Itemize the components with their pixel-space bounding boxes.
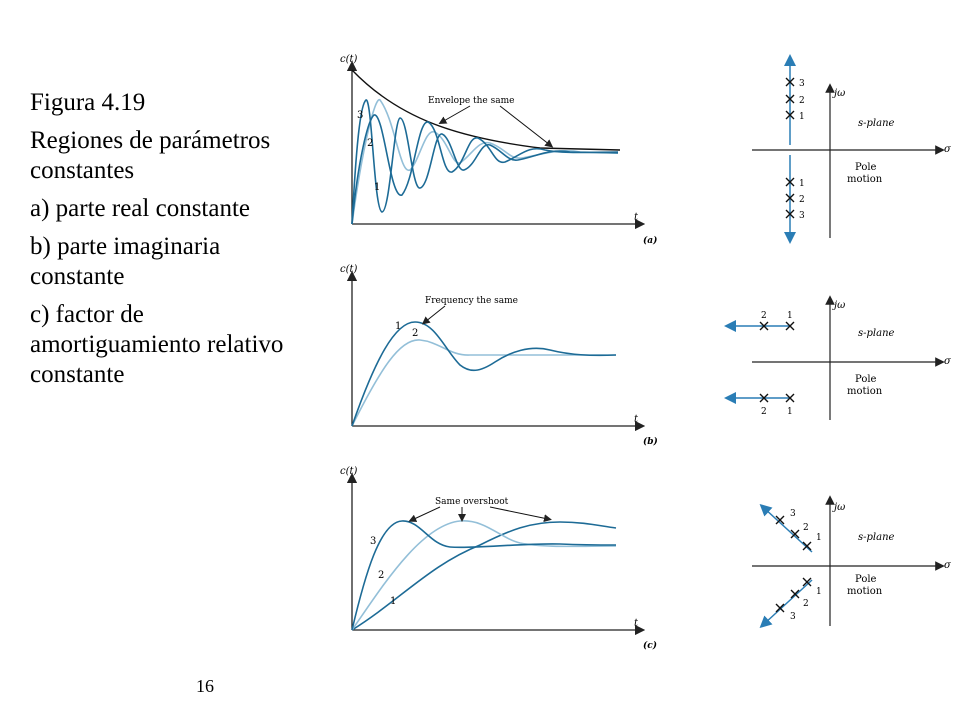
panel-c-label: (c) bbox=[643, 640, 657, 651]
panel-b-curve-2 bbox=[351, 339, 616, 427]
panel-b-curve-1 bbox=[351, 321, 617, 427]
figure-caption: Figura 4.19 Regiones de parámetros const… bbox=[30, 88, 320, 398]
panel-c-pole-label-l2: 2 bbox=[803, 599, 809, 609]
panel-a-curve-label-1: 1 bbox=[374, 182, 380, 193]
panel-c-annotation-arrow-3 bbox=[489, 506, 552, 523]
panel-b-pole-label-l1: 1 bbox=[787, 407, 793, 417]
panel-a-pole-label-u3: 3 bbox=[799, 79, 805, 89]
page-number: 16 bbox=[196, 676, 214, 696]
caption-item-b: b) parte imaginaria constante bbox=[30, 233, 221, 290]
panel-a-curve-3 bbox=[351, 99, 619, 225]
panel-b-pole-motion-1: Pole bbox=[855, 374, 877, 385]
panel-a-pole-label-l3: 3 bbox=[799, 211, 805, 221]
panel-a-pole-label-u1: 1 bbox=[799, 112, 805, 122]
panel-a-envelope-curve bbox=[351, 69, 621, 151]
panel-b-pole-motion-2: motion bbox=[847, 386, 883, 397]
panel-c-pole-motion-2: motion bbox=[847, 586, 883, 597]
panel-a-curve-label-3: 3 bbox=[357, 110, 363, 121]
panel-c-annotation: Same overshoot bbox=[435, 497, 509, 507]
panel-a-curve-2 bbox=[351, 114, 619, 225]
panel-b-pole-label-u1: 1 bbox=[787, 311, 793, 321]
panel-a-label: (a) bbox=[643, 235, 657, 246]
panel-c-poles bbox=[775, 515, 812, 613]
panel-a-curve-label-2: 2 bbox=[367, 138, 373, 149]
panel-b-sigma-label: σ bbox=[944, 356, 952, 367]
panel-b-curve-label-2: 2 bbox=[412, 328, 418, 339]
panel-c-response-plot: c(t) t (c) 1 2 3 Same overshoot bbox=[340, 466, 657, 651]
caption-item-a: a) parte real constante bbox=[30, 195, 251, 222]
panel-a-annotation: Envelope the same bbox=[428, 96, 514, 106]
panel-a-splane-label: s-plane bbox=[858, 118, 895, 129]
panel-c-splane: jω s-plane σ Pole motion 3 2 1 1 2 3 bbox=[752, 495, 952, 629]
panel-c-pole-label-l3: 3 bbox=[790, 612, 796, 622]
panel-b-splane: jω s-plane σ Pole motion 2 1 2 1 bbox=[724, 295, 952, 420]
panel-a-sigma-label: σ bbox=[944, 144, 952, 155]
panel-c-pole-label-u3: 3 bbox=[790, 509, 796, 519]
panel-c-curve-label-1: 1 bbox=[390, 596, 396, 607]
panel-a-annotation-arrow-1 bbox=[438, 105, 471, 124]
panel-c-sigma-label: σ bbox=[944, 560, 952, 571]
caption-item-c: c) factor de amortiguamiento relativo co… bbox=[30, 301, 284, 388]
figure-title: Regiones de parámetros constantes bbox=[30, 127, 271, 184]
panel-a-ylabel: c(t) bbox=[340, 54, 358, 65]
panel-a-splane: jω s-plane σ Pole motion 3 2 1 1 2 3 bbox=[752, 54, 952, 244]
panel-c-ylabel: c(t) bbox=[340, 466, 358, 477]
panel-b-pole-label-u2: 2 bbox=[761, 311, 767, 321]
panel-c-curve-label-2: 2 bbox=[378, 570, 384, 581]
panel-c-curve-label-3: 3 bbox=[370, 536, 376, 547]
panel-c-curve-2 bbox=[351, 520, 617, 631]
panel-b-label: (b) bbox=[643, 436, 658, 447]
panel-a-pole-label-l2: 2 bbox=[799, 195, 805, 205]
panel-a-curve-1 bbox=[351, 99, 619, 225]
panel-b-annotation: Frequency the same bbox=[425, 296, 518, 306]
panel-b-poles bbox=[759, 321, 795, 403]
panel-b-splane-label: s-plane bbox=[858, 328, 895, 339]
panel-b-jw-label: jω bbox=[832, 300, 845, 311]
panel-a-xlabel: t bbox=[634, 212, 639, 223]
panel-b-response-plot: c(t) t (b) 1 2 Frequency the same bbox=[340, 264, 658, 447]
panel-c-pole-motion-1: Pole bbox=[855, 574, 877, 585]
panel-b-ylabel: c(t) bbox=[340, 264, 358, 275]
panel-b-curve-label-1: 1 bbox=[395, 321, 401, 332]
panel-c-annotation-arrow-1 bbox=[408, 506, 441, 522]
panel-a-pole-label-u2: 2 bbox=[799, 96, 805, 106]
panel-a-pole-motion-1: Pole bbox=[855, 162, 877, 173]
panel-a-response-plot: c(t) t (a) 1 2 3 Envelope the same bbox=[340, 54, 657, 246]
figure-number: Figura 4.19 bbox=[30, 89, 146, 116]
panel-b-pole-label-l2: 2 bbox=[761, 407, 767, 417]
panel-a-jw-label: jω bbox=[832, 88, 845, 99]
panel-c-pole-label-u1: 1 bbox=[816, 533, 822, 543]
panel-c-curve-1 bbox=[351, 521, 617, 631]
panel-c-curve-3 bbox=[351, 520, 617, 631]
panel-a-poles bbox=[785, 77, 795, 219]
panel-c-pole-arrow-lower bbox=[759, 579, 813, 629]
panel-b-xlabel: t bbox=[634, 414, 639, 425]
panel-c-splane-label: s-plane bbox=[858, 532, 895, 543]
panel-c-jw-label: jω bbox=[832, 502, 845, 513]
panel-c-xlabel: t bbox=[634, 618, 639, 629]
panel-a-annotation-arrow-2 bbox=[499, 105, 554, 148]
panel-c-pole-label-l1: 1 bbox=[816, 587, 822, 597]
panel-b-annotation-arrow bbox=[421, 305, 446, 325]
panel-a-pole-motion-2: motion bbox=[847, 174, 883, 185]
panel-a-pole-label-l1: 1 bbox=[799, 179, 805, 189]
panel-c-pole-label-u2: 2 bbox=[803, 523, 809, 533]
panel-c-pole-arrow-upper bbox=[759, 503, 813, 553]
